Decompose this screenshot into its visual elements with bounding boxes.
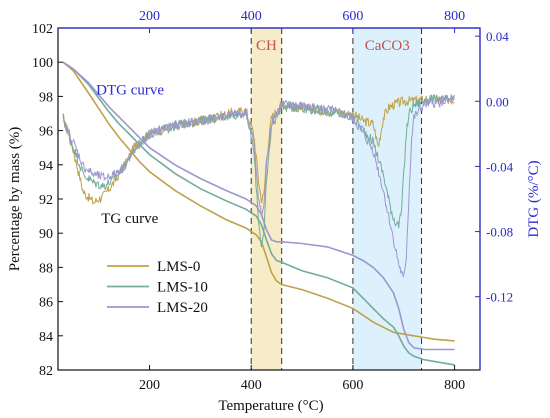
top-x-tick-label: 600 <box>342 9 363 24</box>
y-axis-title: Percentage by mass (%) <box>7 127 23 272</box>
y-tick-label: 88 <box>39 261 53 276</box>
tg-curve-annotation: TG curve <box>101 211 158 227</box>
y2-tick-label: -0.04 <box>486 159 514 174</box>
region-band-caco3 <box>352 28 422 370</box>
y-tick-label: 82 <box>39 364 53 379</box>
y-tick-label: 92 <box>39 193 53 208</box>
x-tick-label: 600 <box>342 378 363 393</box>
region-label-ch: CH <box>256 38 277 54</box>
region-layer: CH CaCO3 <box>250 28 423 370</box>
y2-tick-label: -0.12 <box>486 290 513 305</box>
legend-label-lms-10: LMS-10 <box>157 280 208 296</box>
y-tick-label: 100 <box>32 56 53 71</box>
dtg-series-layer <box>62 93 455 279</box>
dtg-curve-annotation: DTG curve <box>96 83 164 99</box>
tg-line-lms-10 <box>62 61 455 366</box>
tg-series-layer <box>62 61 455 366</box>
y-tick-label: 94 <box>39 159 53 174</box>
y-tick-label: 98 <box>39 90 53 105</box>
dtg-line-lms-20 <box>62 95 455 279</box>
legend-label-lms-0: LMS-0 <box>157 259 200 275</box>
region-label-caco3: CaCO3 <box>365 38 410 54</box>
x-tick-label: 800 <box>444 378 465 393</box>
top-x-tick-label: 400 <box>241 9 262 24</box>
top-x-tick-label: 800 <box>444 9 465 24</box>
axes-layer: 82 84 86 88 90 92 94 96 98 100 102 200 400 600 800 200 4… <box>7 9 542 414</box>
x-axis-title: Temperature (°C) <box>218 398 323 414</box>
y2-tick-label: 0.04 <box>486 29 509 44</box>
legend-label-lms-20: LMS-20 <box>157 300 208 316</box>
tg-line-lms-20 <box>62 61 455 351</box>
region-band-ch <box>251 28 282 370</box>
x-tick-label: 400 <box>241 378 262 393</box>
y2-tick-label: 0.00 <box>486 94 509 109</box>
annotation-layer: DTG curve TG curve <box>96 83 164 227</box>
y2-axis-title: DTG (%/°C) <box>526 160 542 237</box>
y-tick-label: 86 <box>39 296 53 311</box>
y-tick-label: 96 <box>39 125 53 140</box>
y-tick-label: 102 <box>32 22 53 37</box>
y-tick-label: 90 <box>39 227 53 242</box>
legend: LMS-0 LMS-10 LMS-20 <box>107 259 208 316</box>
x-tick-label: 200 <box>139 378 160 393</box>
top-x-tick-label: 200 <box>139 9 160 24</box>
tg-line-lms-0 <box>62 61 455 342</box>
y-tick-label: 84 <box>39 330 53 345</box>
y2-tick-label: -0.08 <box>486 225 513 240</box>
